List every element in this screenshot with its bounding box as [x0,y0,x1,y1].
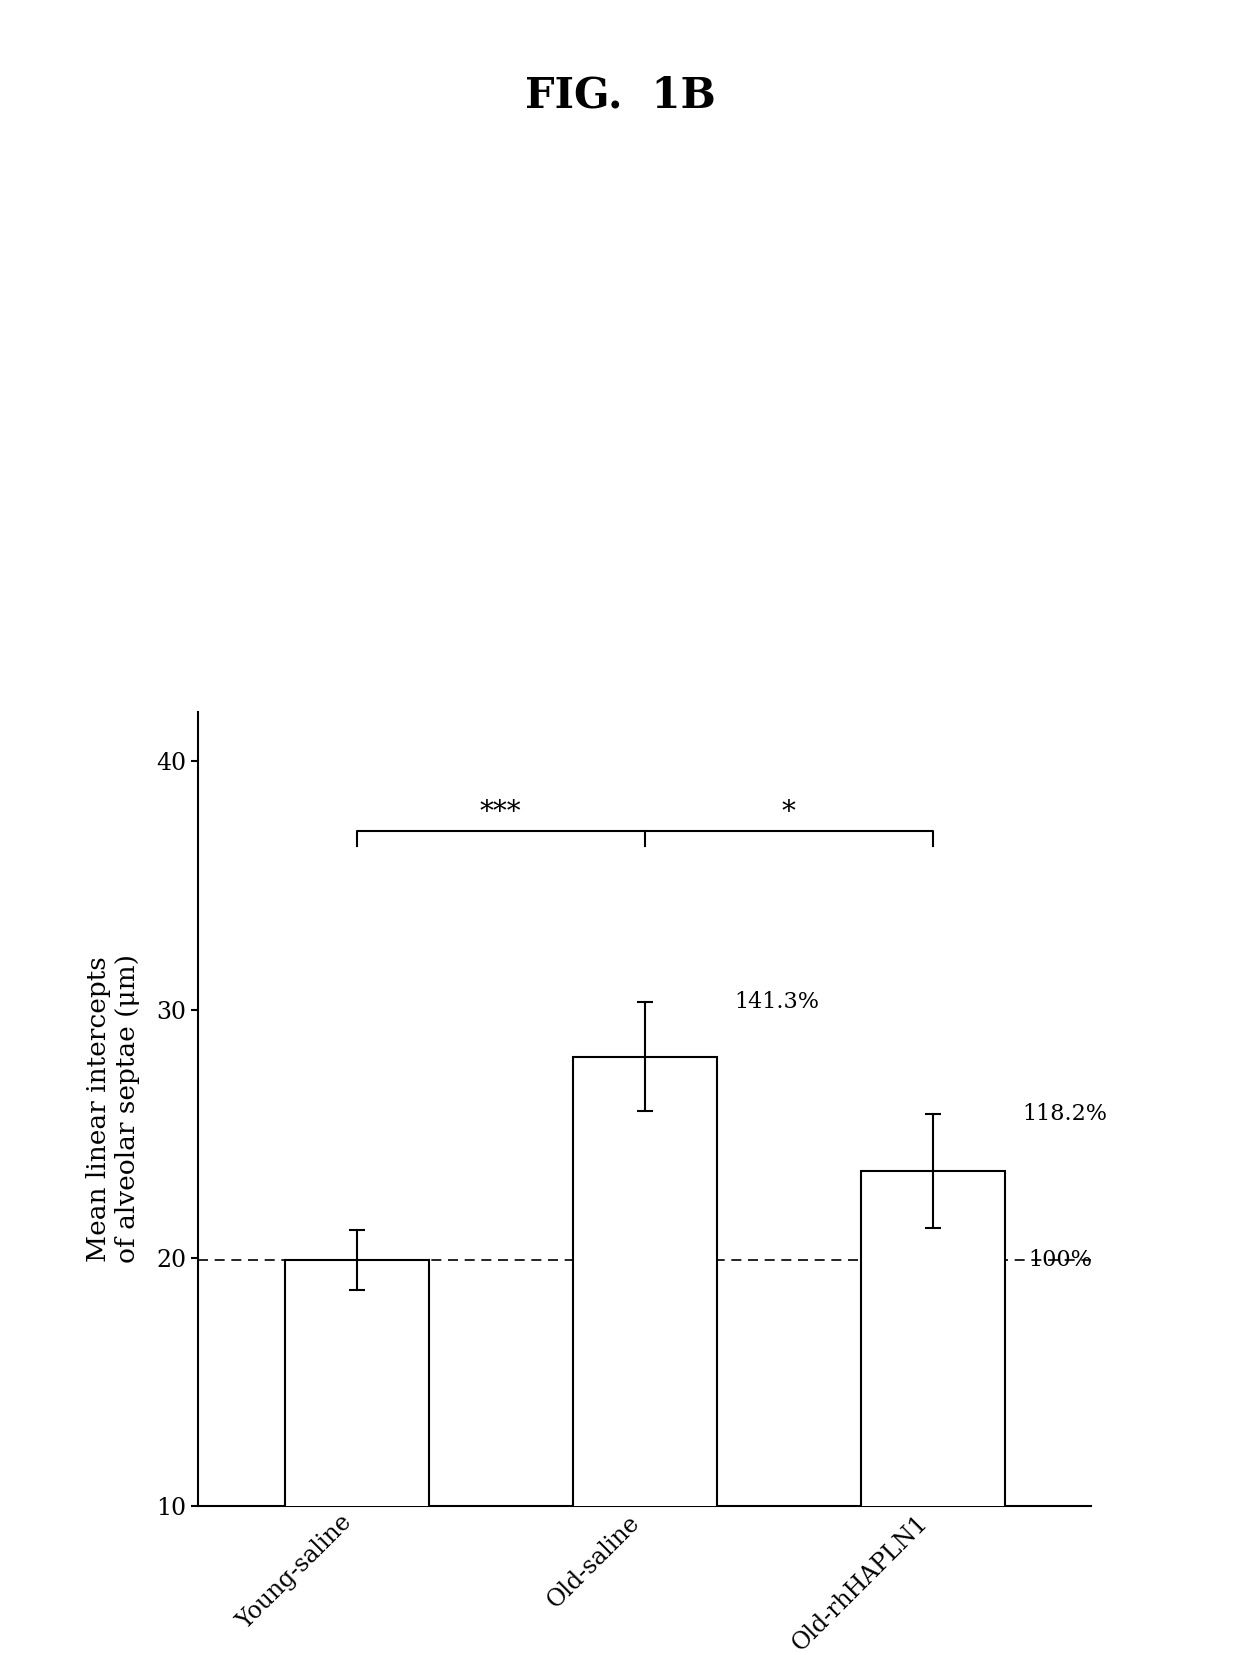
Bar [573,1058,717,1655]
Text: 118.2%: 118.2% [1022,1102,1107,1125]
Text: FIG.  1B: FIG. 1B [525,74,715,116]
Text: *: * [782,799,796,826]
Y-axis label: Mean linear intercepts
of alveolar septae (μm): Mean linear intercepts of alveolar septa… [86,955,140,1263]
Text: ***: *** [480,799,522,826]
Text: 141.3%: 141.3% [734,991,820,1013]
Bar [285,1261,429,1655]
Text: 100%: 100% [1028,1250,1091,1271]
Bar [861,1172,1004,1655]
